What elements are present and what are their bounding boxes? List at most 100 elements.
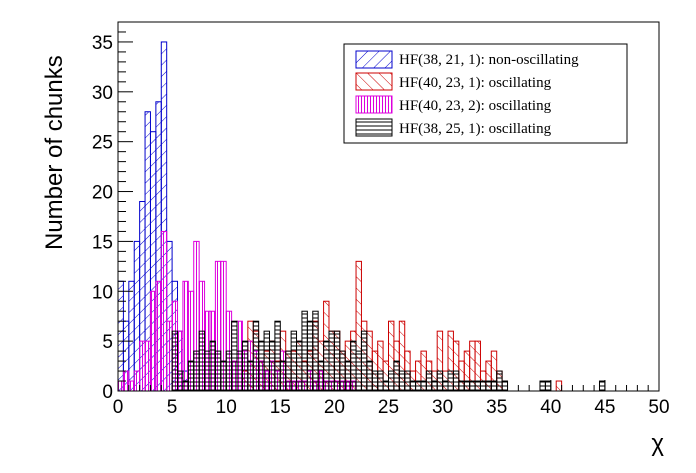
bar-series2-12 xyxy=(182,280,189,392)
bar-series2-0 xyxy=(117,380,124,392)
bar-series3-23 xyxy=(296,340,303,392)
x-tick-label-30: 30 xyxy=(432,397,453,418)
y-tick-label-30: 30 xyxy=(92,83,113,104)
bar-series3-27 xyxy=(317,360,325,392)
tick-labels-layer: 0 5 10 15 20 25 30 35 40 45 50 0 5 10 15 20 25 30 35 xyxy=(92,33,670,418)
bar-series3-18 xyxy=(268,340,276,392)
bar-series3-56 xyxy=(474,380,481,392)
legend-label-1: HF(40, 23, 1): oscillating xyxy=(399,75,552,91)
bar-series3-20 xyxy=(279,360,287,392)
y-tick-label-15: 15 xyxy=(92,232,113,253)
bar-series3-36 xyxy=(366,360,373,392)
bar-series3-6 xyxy=(204,350,211,392)
bar-series3-13 xyxy=(241,340,249,392)
bar-series3-53 xyxy=(458,380,465,392)
bar-series1-49 xyxy=(555,380,563,392)
bar-series3-44 xyxy=(409,380,417,392)
bar-series3-3 xyxy=(187,360,195,392)
bar-series3-2 xyxy=(182,380,189,392)
legend-swatch-0 xyxy=(355,50,393,69)
bar-series2-6 xyxy=(149,290,157,392)
bar-series3-30 xyxy=(333,330,341,392)
bar-series3-58 xyxy=(485,380,492,392)
x-tick-label-40: 40 xyxy=(540,397,561,418)
x-tick-label-0: 0 xyxy=(113,397,124,418)
bar-series3-48 xyxy=(431,380,438,392)
bar-series3-62 xyxy=(539,380,546,392)
bar-series2-9 xyxy=(166,320,173,392)
ticks-layer xyxy=(117,21,660,392)
bar-series3-60 xyxy=(496,370,503,392)
legend-label-3: HF(38, 25, 1): oscillating xyxy=(399,121,552,137)
legend-label-2: HF(40, 23, 2): oscillating xyxy=(399,98,552,114)
x-tick-label-50: 50 xyxy=(648,397,669,418)
bar-series3-28 xyxy=(323,340,330,392)
bar-series3-55 xyxy=(469,380,476,392)
x-tick-label-5: 5 xyxy=(167,397,178,418)
bar-series3-22 xyxy=(290,330,298,392)
y-tick-label-25: 25 xyxy=(92,133,113,154)
y-tick-label-10: 10 xyxy=(92,282,113,303)
y-tick-label-0: 0 xyxy=(102,382,113,403)
bar-series2-7 xyxy=(155,280,162,392)
bar-series3-35 xyxy=(360,330,368,392)
legend-swatch-1 xyxy=(355,72,393,91)
bar-series3-39 xyxy=(382,380,389,392)
bar-series3-1 xyxy=(177,370,184,392)
bar-series3-61 xyxy=(501,380,509,392)
bar-series3-16 xyxy=(258,340,265,392)
bar-series3-41 xyxy=(393,360,400,392)
bar-series3-8 xyxy=(214,350,222,392)
bar-series3-54 xyxy=(463,380,471,392)
bar-series3-52 xyxy=(452,370,460,392)
x-axis-title: χ xyxy=(651,430,664,457)
x-tick-label-10: 10 xyxy=(216,397,237,418)
bar-series3-37 xyxy=(371,370,379,392)
bar-series3-49 xyxy=(436,370,444,392)
bar-series3-24 xyxy=(301,310,308,392)
x-tick-label-25: 25 xyxy=(378,397,399,418)
bar-series0-3 xyxy=(133,240,141,392)
x-tick-label-45: 45 xyxy=(594,397,615,418)
bar-series2-3 xyxy=(133,370,141,392)
bar-series3-33 xyxy=(350,340,357,392)
bar-series3-57 xyxy=(479,380,487,392)
legend: HF(38, 21, 1): non-oscillating HF(40, 23… xyxy=(343,43,628,144)
bar-series3-51 xyxy=(447,370,454,392)
bar-series3-14 xyxy=(247,360,254,392)
bar-series3-63 xyxy=(544,380,552,392)
bar-series2-2 xyxy=(128,380,135,392)
bar-series3-21 xyxy=(285,350,292,392)
bar-series3-40 xyxy=(388,370,395,392)
y-tick-label-20: 20 xyxy=(92,183,113,204)
bar-series3-43 xyxy=(404,370,411,392)
bar-series3-29 xyxy=(328,330,335,392)
bar-series3-9 xyxy=(220,360,227,392)
bar-series3-26 xyxy=(312,310,319,392)
bar-series3-45 xyxy=(415,380,422,392)
legend-swatch-3 xyxy=(355,118,393,137)
bar-series3-0 xyxy=(171,330,179,392)
bar-series3-31 xyxy=(339,350,346,392)
bar-series2-4 xyxy=(139,340,146,392)
bar-series3-25 xyxy=(306,320,314,392)
bar-series3-5 xyxy=(198,330,206,392)
bar-series3-15 xyxy=(252,320,260,392)
legend-swatch-2 xyxy=(355,95,393,114)
bar-series3-38 xyxy=(377,370,384,392)
bar-series3-12 xyxy=(236,350,243,392)
bar-series3-46 xyxy=(420,380,427,392)
bar-series3-50 xyxy=(442,380,449,392)
bar-series0-2 xyxy=(128,280,135,392)
bar-series3-17 xyxy=(263,330,270,392)
bar-series3-64 xyxy=(598,380,606,392)
y-tick-label-5: 5 xyxy=(102,332,113,353)
bar-series3-7 xyxy=(209,340,216,392)
x-tick-label-15: 15 xyxy=(270,397,291,418)
legend-label-0: HF(38, 21, 1): non-oscillating xyxy=(399,52,579,68)
x-tick-label-35: 35 xyxy=(486,397,507,418)
bar-series0-0 xyxy=(117,280,124,392)
bar-series3-59 xyxy=(490,380,498,392)
bar-series3-10 xyxy=(225,350,233,392)
bar-series3-42 xyxy=(398,370,406,392)
